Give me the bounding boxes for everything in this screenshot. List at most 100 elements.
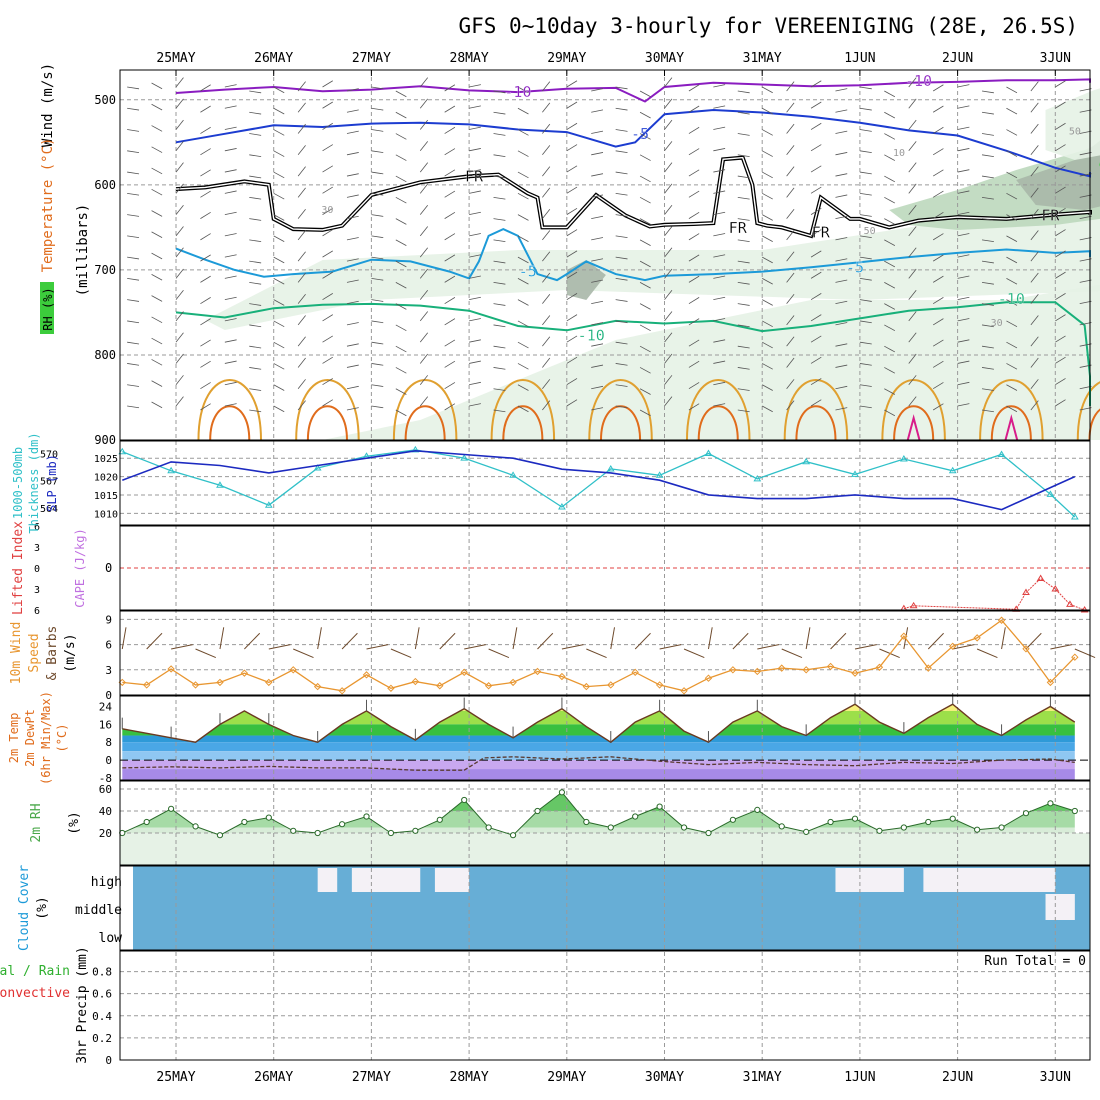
label-thickness-a: 1000-500mb [11,447,25,519]
upper-wind-barb [566,207,578,215]
label-wind10-1: Speed [27,633,42,672]
upper-wind-barb [175,119,184,130]
upper-wind-barb [297,315,306,326]
upper-wind-barb [1055,356,1066,364]
upper-wind-barb [591,385,604,390]
temp-contour-orange [881,379,946,441]
upper-wind-barb [444,297,456,304]
upper-wind-barb [493,303,506,306]
upper-wind-barb [981,175,994,179]
upper-wind-barb [175,183,184,194]
upper-wind-barb [297,336,306,347]
upper-wind-barb [200,360,211,368]
date-label-bottom: 26MAY [254,1070,293,1085]
upper-wind-barb [127,256,140,260]
upper-wind-barb [835,364,848,368]
upper-wind-barb [1030,272,1039,283]
temp-band [122,735,1075,743]
wind-barb [219,627,225,650]
upper-wind-barb [762,363,773,370]
upper-wind-barb [786,102,795,113]
upper-wind-barb [664,290,673,300]
wind-speed-marker [680,687,688,695]
upper-wind-barb [151,210,163,217]
upper-wind-barb [395,90,407,98]
upper-wind-barb [371,235,384,239]
upper-wind-barb [1030,379,1039,389]
upper-wind-barb [810,314,822,322]
upper-wind-barb [1030,208,1039,219]
wind-speed-marker [875,663,884,671]
upper-wind-barb [713,318,726,322]
upper-wind-barb [566,250,578,258]
label-temp2m-3: (°C) [55,724,69,753]
thickness-marker [851,470,859,477]
contour-label: -10 [998,290,1025,308]
wind-speed-marker [729,666,737,674]
chart-title: GFS 0~10day 3-hourly for VEREENIGING (28… [458,14,1078,38]
upper-wind-barb [737,303,750,306]
upper-wind-barb [566,271,578,279]
wind-barb [268,644,291,650]
temp-contour-orange [588,379,653,441]
upper-wind-barb [542,187,551,198]
upper-wind-barb [444,318,456,326]
upper-wind-barb [346,152,359,156]
wind-speed-marker [826,662,835,671]
upper-wind-barb [664,247,673,258]
upper-wind-barb [762,384,773,391]
upper-wind-barb [639,345,651,353]
rh-marker [1022,810,1030,817]
wind-speed-marker [436,682,444,690]
upper-wind-barb [493,281,506,285]
upper-wind-barb [395,388,407,395]
wind-speed-marker [704,674,713,682]
upper-wind-barb [249,239,262,243]
upper-wind-barb [542,145,551,156]
temp-band [122,769,1075,780]
upper-wind-barb [615,405,628,409]
upper-wind-barb [566,335,578,343]
upper-wind-barb [957,84,970,88]
upper-wind-barb [591,109,604,113]
upper-wind-barb [346,173,359,177]
wind-barb [561,644,584,650]
upper-wind-barb [762,299,773,306]
wind-barb [121,627,127,650]
rh-marker [705,829,712,837]
upper-wind-barb [395,239,407,246]
thickness-marker [606,464,615,472]
upper-wind-barb [957,254,970,258]
upper-wind-barb [371,320,384,324]
upper-wind-barb [981,409,994,413]
upper-wind-barb [175,98,184,109]
temp-contour-darkorange [697,405,739,441]
upper-wind-barb [981,324,994,328]
upper-wind-barb [371,214,384,217]
upper-wind-barb [932,275,944,283]
upper-wind-barb [395,282,407,289]
upper-wind-barb [786,294,795,304]
upper-wind-barb [664,268,673,279]
upper-wind-barb [615,320,628,324]
upper-wind-barb [444,275,456,283]
temp-line [122,703,1076,744]
upper-wind-barb [615,341,628,345]
upper-wind-barb [322,335,333,343]
cloud-gap [835,868,904,892]
upper-wind-barb [908,98,917,109]
cloud-gap [923,868,1056,892]
upper-wind-barb [346,258,359,262]
lifted-index-marker [909,601,918,609]
upper-wind-barb [273,299,285,306]
rh-marker [168,805,175,812]
rh-tick-label: 20 [99,827,112,840]
date-label-top: 25MAY [156,51,195,66]
upper-wind-barb [566,314,578,322]
upper-wind-barb [322,186,333,194]
slp-tick-label: 1020 [94,473,118,484]
upper-wind-barb [297,166,306,177]
upper-wind-barb [371,86,384,90]
upper-wind-barb [835,130,848,134]
upper-wind-barb [908,332,917,343]
